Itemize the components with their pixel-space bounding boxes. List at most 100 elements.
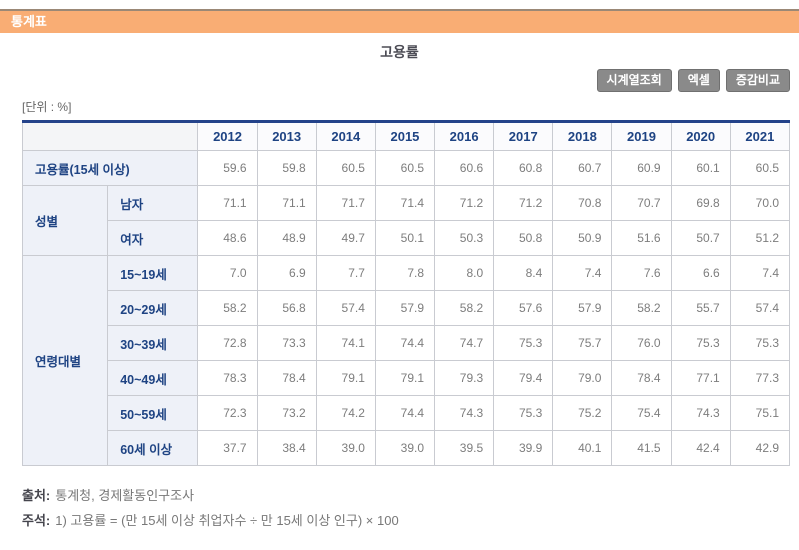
data-cell: 60.8 — [493, 150, 554, 186]
data-cell: 76.0 — [611, 325, 672, 361]
unit-label: [단위 : %] — [22, 100, 72, 114]
data-cell: 58.2 — [434, 290, 495, 326]
data-cell: 6.6 — [670, 255, 731, 291]
data-cell: 73.2 — [256, 395, 317, 431]
year-column-header: 2015 — [374, 121, 436, 151]
time-series-search-button[interactable]: 시계열조회 — [596, 69, 672, 92]
year-column-header: 2016 — [434, 121, 495, 151]
row-label: 여자 — [107, 220, 199, 256]
data-cell: 42.9 — [729, 430, 791, 466]
data-cell: 58.2 — [197, 290, 258, 326]
year-column-header: 2017 — [493, 121, 554, 151]
data-cell: 71.7 — [315, 185, 376, 221]
data-cell: 7.7 — [315, 255, 376, 291]
source-text: 통계청, 경제활동인구조사 — [55, 488, 195, 503]
data-cell: 50.9 — [552, 220, 613, 256]
year-column-header: 2013 — [256, 121, 317, 151]
table-row: 50~59세 72.3 73.2 74.2 74.4 74.3 75.3 75.2 75.4 74… — [23, 395, 791, 431]
row-label: 60세 이상 — [107, 430, 199, 466]
year-column-header: 2014 — [315, 121, 376, 151]
data-cell: 57.9 — [374, 290, 436, 326]
data-cell: 41.5 — [611, 430, 672, 466]
data-cell: 72.3 — [197, 395, 258, 431]
data-cell: 57.4 — [315, 290, 376, 326]
table-corner-cell — [21, 121, 199, 151]
data-cell: 48.9 — [256, 220, 317, 256]
data-cell: 39.0 — [315, 430, 376, 466]
data-cell: 7.4 — [552, 255, 613, 291]
data-cell: 57.9 — [552, 290, 613, 326]
data-cell: 71.4 — [374, 185, 436, 221]
data-cell: 57.6 — [493, 290, 554, 326]
data-cell: 71.1 — [197, 185, 258, 221]
data-cell: 60.1 — [670, 150, 731, 186]
row-group-header: 연령대별 — [21, 255, 109, 466]
data-cell: 42.4 — [670, 430, 731, 466]
data-cell: 79.4 — [493, 360, 554, 396]
note-text: 1) 고용률 = (만 15세 이상 취업자수 ÷ 만 15세 이상 인구) ×… — [55, 513, 399, 528]
data-cell: 79.1 — [315, 360, 376, 396]
data-cell: 75.3 — [729, 325, 791, 361]
data-cell: 74.4 — [374, 395, 436, 431]
data-cell: 71.2 — [493, 185, 554, 221]
table-row: 40~49세 78.3 78.4 79.1 79.1 79.3 79.4 79.0 78.4 77… — [23, 360, 791, 396]
note-line: 주석: 1) 고용률 = (만 15세 이상 취업자수 ÷ 만 15세 이상 인구… — [22, 508, 799, 533]
table-row: 30~39세 72.8 73.3 74.1 74.4 74.7 75.3 75.7 76.0 75… — [23, 325, 791, 361]
toolbar: 시계열조회 엑셀 증감비교 — [0, 69, 790, 92]
table-row: 60세 이상 37.7 38.4 39.0 39.0 39.5 39.9 40.1 41.5 42… — [23, 430, 791, 466]
data-cell: 40.1 — [552, 430, 613, 466]
change-comparison-button[interactable]: 증감비교 — [725, 69, 790, 92]
data-cell: 79.3 — [434, 360, 495, 396]
row-label: 50~59세 — [107, 395, 199, 431]
data-cell: 74.7 — [434, 325, 495, 361]
data-cell: 50.3 — [434, 220, 495, 256]
data-cell: 60.5 — [374, 150, 436, 186]
data-cell: 50.7 — [670, 220, 731, 256]
data-cell: 7.8 — [374, 255, 436, 291]
year-column-header: 2020 — [670, 121, 731, 151]
data-cell: 69.8 — [670, 185, 731, 221]
data-cell: 51.6 — [611, 220, 672, 256]
data-cell: 8.4 — [493, 255, 554, 291]
year-header-row: 2012 2013 2014 2015 2016 2017 2018 2019 2020 2021 — [21, 121, 791, 151]
data-cell: 78.4 — [611, 360, 672, 396]
data-cell: 60.6 — [434, 150, 495, 186]
table-row: 여자 48.6 48.9 49.7 50.1 50.3 50.8 50.9 51.6 50.7 51… — [23, 220, 791, 256]
page-title: 고용률 — [380, 44, 419, 60]
data-cell: 77.1 — [670, 360, 731, 396]
data-cell: 75.7 — [552, 325, 613, 361]
row-label: 30~39세 — [107, 325, 199, 361]
data-cell: 39.9 — [493, 430, 554, 466]
row-label: 15~19세 — [107, 255, 199, 291]
data-cell: 59.6 — [197, 150, 258, 186]
year-column-header: 2012 — [197, 121, 258, 151]
data-cell: 70.0 — [729, 185, 791, 221]
data-cell: 78.3 — [197, 360, 258, 396]
data-cell: 75.3 — [670, 325, 731, 361]
table-row: 성별 남자 71.1 71.1 71.7 71.4 71.2 71.2 70.8 70.7 69.8… — [21, 185, 791, 256]
footer-notes: 출처: 통계청, 경제활동인구조사 주석: 1) 고용률 = (만 15세 이상 취… — [22, 483, 799, 533]
data-cell: 71.1 — [256, 185, 317, 221]
excel-download-button[interactable]: 엑셀 — [677, 69, 720, 92]
data-cell: 78.4 — [256, 360, 317, 396]
data-cell: 60.5 — [729, 150, 791, 186]
section-header-bar: 통계표 — [0, 9, 799, 33]
note-label: 주석: — [22, 513, 51, 528]
data-cell: 75.2 — [552, 395, 613, 431]
data-cell: 37.7 — [197, 430, 258, 466]
data-cell: 56.8 — [256, 290, 317, 326]
data-cell: 74.1 — [315, 325, 376, 361]
data-cell: 48.6 — [197, 220, 258, 256]
data-cell: 39.0 — [374, 430, 436, 466]
data-cell: 75.1 — [729, 395, 791, 431]
data-cell: 7.4 — [729, 255, 791, 291]
year-column-header: 2021 — [729, 121, 791, 151]
section-title: 통계표 — [11, 14, 47, 29]
data-cell: 70.7 — [611, 185, 672, 221]
data-cell: 38.4 — [256, 430, 317, 466]
data-cell: 7.0 — [197, 255, 258, 291]
table-row: 연령대별 15~19세 7.0 6.9 7.7 7.8 8.0 8.4 7.4 7.6 6.6 7.4 — [21, 255, 791, 466]
data-cell: 79.1 — [374, 360, 436, 396]
source-label: 출처: — [22, 488, 51, 503]
row-group-header: 성별 — [21, 185, 109, 256]
